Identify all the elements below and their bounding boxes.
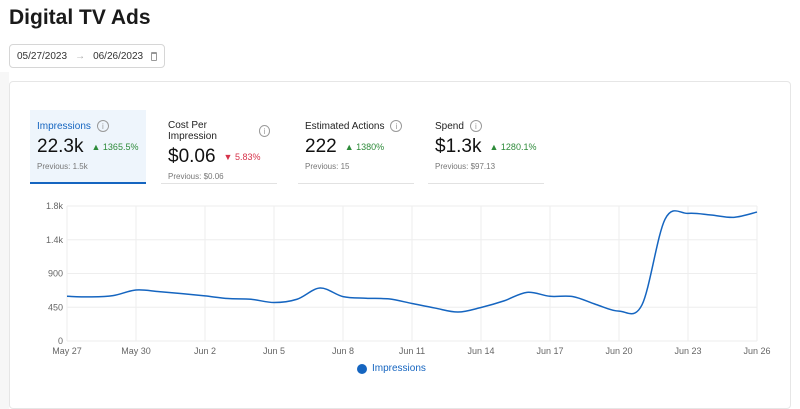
info-icon[interactable]: i (258, 125, 270, 137)
x-tick-label: May 30 (121, 346, 151, 356)
metric-label: Cost Per Impression (168, 120, 217, 142)
x-tick-label: Jun 5 (263, 346, 285, 356)
metric-value: 222 (305, 136, 337, 157)
metric-change-value: 1280.1% (500, 142, 537, 152)
metric-previous: Previous: $97.13 (435, 162, 496, 171)
metric-label: Estimated Actions (305, 120, 385, 132)
data-point (156, 289, 162, 295)
data-point (64, 293, 70, 299)
data-point (271, 300, 277, 306)
calendar-icon (151, 51, 157, 61)
date-range-picker[interactable]: 05/27/2023 → 06/26/2023 (9, 44, 165, 68)
data-point (478, 304, 484, 310)
data-point (455, 309, 461, 315)
legend-dot (357, 363, 367, 374)
data-point (616, 308, 622, 314)
data-point (202, 293, 208, 299)
triangle-up-icon: ▲ (489, 142, 499, 152)
data-point (524, 289, 530, 295)
metric-label: Spend (435, 120, 464, 132)
data-point (386, 296, 392, 302)
data-point (708, 212, 714, 218)
data-point (547, 293, 553, 299)
metric-tab-estimated-actions[interactable]: Estimated Actions i 222 ▲ 1380% Previous: … (298, 110, 414, 184)
legend-label: Impressions (372, 363, 426, 374)
data-point (685, 210, 691, 216)
triangle-up-icon: ▲ (91, 142, 101, 152)
data-point (570, 294, 576, 300)
data-point (110, 293, 116, 299)
legend-item-impressions[interactable]: Impressions (357, 363, 426, 374)
x-tick-label: Jun 20 (605, 346, 632, 356)
metric-value: 22.3k (37, 136, 84, 157)
data-point (248, 296, 254, 302)
metric-tab-spend[interactable]: Spend i $1.3k ▲ 1280.1% Previous: $97.13 (428, 110, 544, 184)
triangle-down-icon: ▼ (223, 152, 233, 162)
data-point (363, 295, 369, 301)
triangle-up-icon: ▲ (344, 142, 354, 152)
line-chart: 0 450 900 1.4k 1.8k May 27 May 30 Jun 2 Jun 5 Jun… (46, 201, 771, 356)
metric-previous: Previous: 1.5k (37, 162, 88, 171)
data-point (501, 298, 507, 304)
metric-label: Impressions (37, 120, 91, 132)
x-tick-label: Jun 17 (536, 346, 563, 356)
data-point (133, 287, 139, 293)
page-background (0, 72, 9, 409)
start-date: 05/27/2023 (17, 50, 68, 62)
data-point (317, 285, 323, 291)
metric-tab-impressions[interactable]: Impressions i 22.3k ▲ 1365.5% Previous: 1.… (30, 110, 146, 184)
y-tick-label: 1.4k (46, 235, 64, 245)
data-point (179, 291, 185, 297)
x-tick-label: Jun 14 (467, 346, 494, 356)
end-date: 06/26/2023 (93, 50, 144, 62)
info-icon[interactable]: i (469, 120, 482, 132)
metric-value: $1.3k (435, 136, 482, 157)
data-point (662, 216, 668, 222)
data-point (432, 305, 438, 311)
info-icon[interactable]: i (96, 120, 109, 132)
data-point (225, 296, 231, 302)
data-point (87, 294, 93, 300)
metric-change-value: 1380% (356, 142, 385, 152)
metric-previous: Previous: 15 (305, 162, 350, 171)
x-tick-label: Jun 26 (743, 346, 770, 356)
x-tick-label: Jun 8 (332, 346, 354, 356)
data-point (593, 301, 599, 307)
metric-value: $0.06 (168, 146, 216, 167)
data-point (409, 301, 415, 307)
x-tick-label: Jun 23 (674, 346, 701, 356)
x-tick-label: Jun 2 (194, 346, 216, 356)
y-tick-label: 0 (58, 336, 63, 346)
x-tick-label: Jun 11 (399, 346, 425, 356)
data-point (754, 209, 760, 215)
data-point (294, 296, 300, 302)
metric-tab-cost-per-impression[interactable]: Cost Per Impression i $0.06 ▼ 5.83% Previo… (161, 110, 277, 184)
x-tick-label: May 27 (52, 346, 82, 356)
metric-change: ▼ 5.83% (224, 152, 261, 162)
metric-change: ▲ 1280.1% (489, 142, 536, 152)
metric-change: ▲ 1365.5% (91, 142, 138, 152)
metric-previous: Previous: $0.06 (168, 172, 224, 181)
y-tick-label: 900 (48, 269, 63, 279)
page-title: Digital TV Ads (9, 6, 151, 29)
metric-change-value: 5.83% (234, 152, 261, 162)
data-point (639, 302, 645, 308)
series-line-impressions (66, 210, 758, 315)
metric-change: ▲ 1380% (345, 142, 384, 152)
y-tick-label: 450 (48, 302, 63, 312)
info-icon[interactable]: i (390, 120, 403, 132)
metric-change-value: 1365.5% (102, 142, 139, 152)
y-tick-label: 1.8k (46, 201, 64, 211)
data-point (731, 214, 737, 220)
arrow-right-icon: → (75, 50, 86, 62)
data-point (340, 294, 346, 300)
